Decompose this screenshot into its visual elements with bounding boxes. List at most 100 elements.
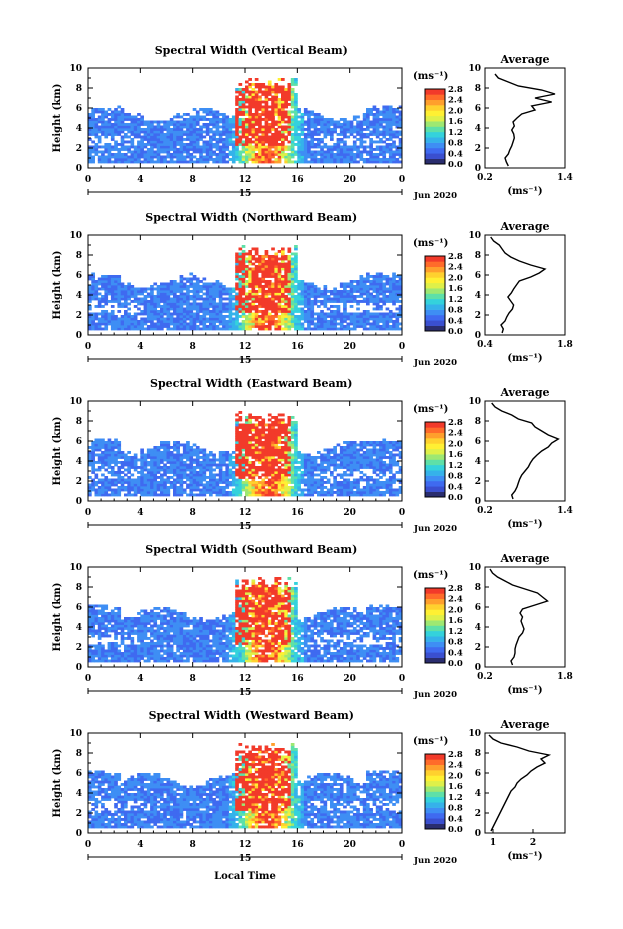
heatmap-cell: [107, 448, 112, 452]
heatmap-cell: [205, 292, 210, 296]
heatmap-cell: [94, 473, 99, 477]
heatmap-cell: [166, 493, 171, 497]
heatmap-cell: [202, 130, 207, 134]
heatmap-cell: [179, 128, 184, 131]
heatmap-cell: [91, 461, 95, 464]
heatmap-cell: [124, 322, 128, 326]
heatmap-cell: [379, 305, 383, 308]
heatmap-cell: [205, 108, 210, 111]
heatmap-cell: [189, 463, 194, 467]
heatmap-cell: [382, 110, 387, 114]
heatmap-cell: [323, 125, 328, 129]
heatmap-cell: [254, 247, 259, 251]
heatmap-cell: [281, 320, 285, 323]
heatmap-cell: [271, 90, 275, 94]
heatmap-cell: [114, 118, 118, 121]
colorbar-tick-label: 2.0: [448, 106, 463, 116]
heatmap-cell: [281, 493, 285, 497]
heatmap-cell: [300, 290, 305, 293]
heatmap-cell: [264, 128, 269, 131]
heatmap-cell: [137, 140, 141, 144]
colorbar-tick-label: 0.0: [448, 327, 463, 337]
heatmap-cell: [241, 320, 246, 323]
heatmap-cell: [189, 478, 194, 482]
heatmap-cell: [173, 282, 177, 286]
heatmap-cell: [372, 320, 377, 323]
heatmap-cell: [222, 317, 226, 321]
heatmap-cell: [97, 160, 102, 164]
heatmap-cell: [245, 315, 249, 318]
heatmap-cell: [209, 153, 213, 156]
heatmap-cell: [235, 148, 239, 151]
heatmap-cell: [336, 310, 341, 313]
heatmap-cell: [261, 315, 266, 318]
avg-x-tick-label: 1.4: [557, 173, 573, 183]
heatmap-cell: [385, 160, 390, 164]
heatmap-cell: [346, 295, 351, 298]
heatmap-cell: [169, 322, 174, 326]
heatmap-cell: [330, 158, 334, 161]
heatmap-cell: [179, 305, 184, 308]
heatmap-cell: [101, 275, 105, 278]
heatmap-cell: [140, 456, 144, 459]
heatmap-cell: [156, 130, 161, 134]
heatmap-cell: [97, 155, 102, 159]
heatmap-cell: [310, 315, 315, 318]
heatmap-cell: [228, 473, 233, 477]
heatmap-cell: [235, 320, 239, 323]
heatmap-cell: [179, 158, 184, 161]
heatmap-cell: [114, 491, 118, 494]
heatmap-cell: [228, 310, 233, 313]
heatmap-cell: [235, 463, 239, 467]
heatmap-cell: [245, 135, 249, 139]
heatmap-cell: [271, 108, 275, 111]
heatmap-cell: [189, 295, 194, 298]
heatmap-cell: [163, 458, 167, 462]
heatmap-cell: [346, 158, 351, 161]
heatmap-cell: [114, 140, 118, 144]
heatmap-cell: [127, 458, 131, 462]
heatmap-cell: [153, 155, 158, 159]
heatmap-cell: [313, 300, 318, 303]
heatmap-cell: [179, 290, 184, 293]
heatmap-cell: [251, 461, 256, 464]
heatmap-cell: [356, 295, 360, 298]
heatmap-cell: [290, 160, 295, 164]
colorbar-tick-label: 2.4: [448, 96, 463, 106]
heatmap-cell: [356, 285, 360, 288]
heatmap-cell: [287, 115, 292, 119]
heatmap-cell: [228, 325, 233, 328]
heatmap-cell: [320, 302, 324, 306]
heatmap-cell: [248, 110, 252, 114]
heatmap-cell: [238, 265, 243, 268]
day-label: 15: [239, 189, 252, 199]
heatmap-cell: [114, 282, 118, 286]
heatmap-cell: [235, 300, 239, 303]
heatmap-cell: [166, 140, 171, 144]
heatmap-cell: [215, 478, 220, 482]
heatmap-cell: [385, 118, 390, 121]
heatmap-cell: [271, 113, 275, 116]
x-tick-label: 0: [85, 342, 91, 352]
heatmap-cell: [94, 145, 99, 149]
heatmap-cell: [388, 327, 393, 331]
heatmap-cell: [176, 463, 180, 467]
heatmap-cell: [372, 315, 377, 318]
heatmap-cell: [388, 158, 393, 161]
colorbar-swatch: [425, 126, 445, 133]
heatmap-cell: [153, 133, 158, 136]
heatmap-cell: [91, 448, 95, 452]
heatmap-cell: [133, 158, 138, 161]
heatmap-cell: [245, 113, 249, 116]
heatmap-cell: [366, 272, 370, 276]
heatmap-cell: [173, 491, 177, 494]
heatmap-cell: [146, 292, 151, 296]
heatmap-cell: [310, 133, 315, 136]
heatmap-cell: [163, 140, 167, 144]
heatmap-cell: [88, 300, 92, 303]
heatmap-cell: [212, 327, 216, 331]
heatmap-cell: [323, 292, 328, 296]
heatmap-cell: [150, 320, 154, 323]
heatmap-cell: [205, 468, 210, 472]
heatmap-cell: [277, 461, 282, 464]
